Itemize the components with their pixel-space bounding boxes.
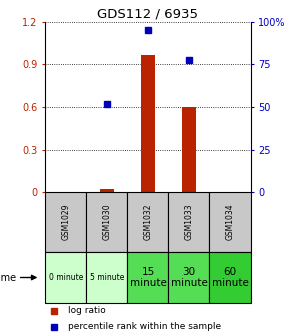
Text: 5 minute: 5 minute bbox=[90, 273, 124, 282]
Bar bbox=[45, 252, 86, 303]
Text: GSM1032: GSM1032 bbox=[144, 204, 152, 240]
Bar bbox=[168, 192, 209, 252]
Bar bbox=[141, 54, 155, 192]
Bar bbox=[127, 252, 168, 303]
Text: GSM1030: GSM1030 bbox=[103, 204, 111, 241]
Bar bbox=[209, 252, 251, 303]
Text: 0 minute: 0 minute bbox=[49, 273, 83, 282]
Title: GDS112 / 6935: GDS112 / 6935 bbox=[98, 8, 198, 21]
Text: percentile rank within the sample: percentile rank within the sample bbox=[68, 322, 221, 331]
Text: log ratio: log ratio bbox=[68, 306, 106, 316]
Bar bbox=[182, 107, 196, 192]
Text: 60
minute: 60 minute bbox=[212, 267, 248, 288]
Text: 30
minute: 30 minute bbox=[171, 267, 207, 288]
Text: 15
minute: 15 minute bbox=[130, 267, 166, 288]
Bar bbox=[45, 192, 86, 252]
Text: GSM1034: GSM1034 bbox=[226, 204, 234, 241]
Bar bbox=[100, 190, 114, 192]
Text: GSM1029: GSM1029 bbox=[62, 204, 70, 240]
Bar bbox=[86, 192, 127, 252]
Text: GSM1033: GSM1033 bbox=[185, 204, 193, 241]
Bar bbox=[209, 192, 251, 252]
Text: time: time bbox=[0, 272, 17, 283]
Bar bbox=[86, 252, 127, 303]
Bar bbox=[168, 252, 209, 303]
Bar bbox=[127, 192, 168, 252]
